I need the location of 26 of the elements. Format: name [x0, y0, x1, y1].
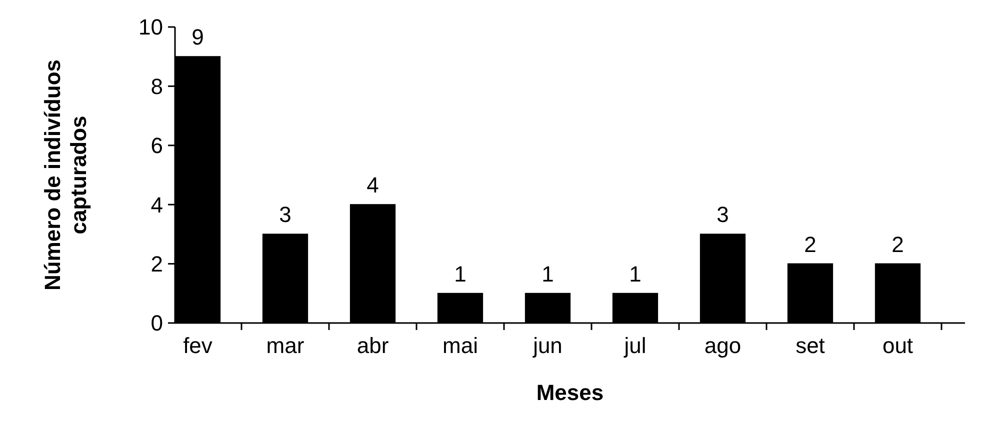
x-tick-label: abr — [356, 333, 389, 358]
x-tick-label: set — [796, 333, 825, 358]
x-tick-label: mai — [442, 333, 478, 358]
y-tick-label: 2 — [150, 252, 163, 276]
y-tick-label: 0 — [150, 310, 163, 336]
data-label: 9 — [192, 24, 204, 50]
y-tick-label: 10 — [138, 14, 163, 40]
data-label: 1 — [629, 261, 642, 286]
data-label: 4 — [366, 172, 379, 198]
data-label: 3 — [716, 202, 729, 228]
x-tick-label: out — [882, 333, 914, 358]
data-label: 2 — [804, 232, 816, 257]
x-tick-label: mar — [266, 333, 304, 358]
x-tick-label: jun — [532, 333, 562, 358]
x-tick-label: ago — [704, 333, 742, 358]
data-label: 1 — [542, 261, 554, 286]
data-label: 2 — [892, 232, 904, 257]
y-axis-title: Número de indivíduos capturados — [40, 59, 92, 291]
y-tick-label: 4 — [150, 192, 163, 218]
x-tick-label: jul — [623, 333, 646, 358]
data-label: 1 — [454, 261, 466, 286]
data-label: 3 — [279, 202, 292, 228]
y-tick-label: 8 — [150, 74, 163, 99]
x-tick-label: fev — [183, 333, 212, 358]
x-axis-title: Meses — [536, 380, 604, 405]
y-tick-label: 6 — [150, 133, 163, 158]
